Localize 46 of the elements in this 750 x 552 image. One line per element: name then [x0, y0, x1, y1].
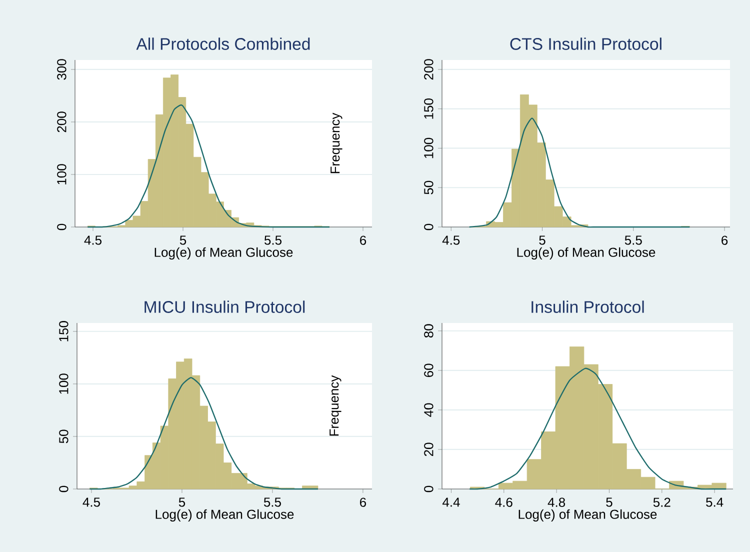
x-tick-label: 4.5	[84, 236, 102, 245]
y-axis-title: Frequency	[330, 375, 342, 436]
y-tick-label: 60	[424, 364, 434, 377]
x-tick-label: 4.4	[442, 498, 460, 507]
y-tick-label: 50	[59, 430, 68, 444]
y-tick-label: 150	[424, 98, 434, 119]
y-tick-label: 0	[424, 486, 434, 492]
x-tick-label: 4.8	[548, 498, 566, 507]
y-tick-label: 100	[424, 138, 434, 158]
x-axis-title: Log(e) of Mean Glucose	[154, 247, 293, 260]
x-axis-title: Log(e) of Mean Glucose	[518, 509, 657, 522]
x-tick-label: 5.4	[706, 498, 724, 507]
x-tick-label: 5.5	[264, 236, 282, 245]
x-axis-title: Log(e) of Mean Glucose	[156, 509, 294, 522]
x-tick-label: 6	[722, 236, 728, 245]
y-tick-label: 200	[57, 112, 66, 132]
x-tick-label: 6	[360, 498, 366, 507]
y-tick-label: 50	[424, 180, 434, 194]
y-tick-label: 150	[59, 321, 68, 342]
x-tick-label: 4.6	[495, 498, 512, 507]
y-tick-label: 0	[424, 224, 434, 230]
x-tick-label: 4.5	[82, 498, 100, 507]
x-tick-label: 6	[360, 236, 366, 245]
y-tick-label: 40	[424, 403, 434, 417]
x-tick-label: 5	[539, 236, 546, 245]
x-tick-label: 5	[606, 498, 612, 507]
y-tick-label: 0	[59, 486, 68, 492]
chart-title: MICU Insulin Protocol	[144, 300, 305, 313]
y-tick-label: 80	[424, 324, 434, 338]
x-tick-label: 4.5	[442, 236, 460, 245]
y-tick-label: 0	[57, 224, 66, 230]
chart-title: CTS Insulin Protocol	[510, 38, 662, 50]
y-tick-label: 100	[59, 374, 68, 394]
chart-title: Insulin Protocol	[532, 300, 644, 313]
x-tick-label: 5	[178, 498, 186, 507]
x-tick-label: 5.5	[624, 236, 642, 245]
chart-title: All Protocols Combined	[136, 38, 310, 50]
x-axis-title: Log(e) of Mean Glucose	[517, 247, 656, 260]
x-tick-label: 5	[180, 236, 186, 245]
y-axis-title: Frequency	[330, 112, 342, 174]
y-tick-label: 300	[57, 59, 66, 80]
x-tick-label: 5.5	[264, 498, 281, 507]
y-tick-label: 20	[424, 442, 434, 456]
y-tick-label: 100	[57, 164, 66, 184]
y-tick-label: 200	[424, 59, 434, 80]
x-tick-label: 5.2	[653, 498, 670, 507]
